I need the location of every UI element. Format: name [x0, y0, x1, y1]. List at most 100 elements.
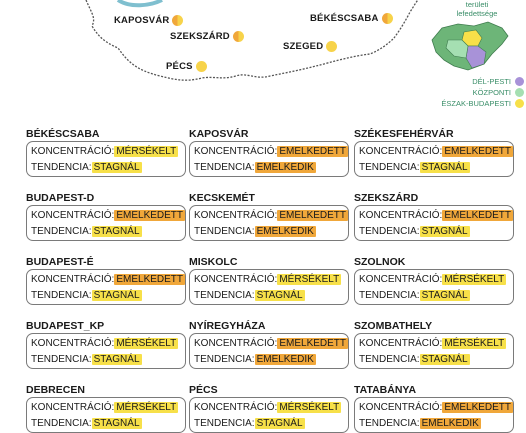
concentration-line: KONCENTRÁCIÓ: MÉRSÉKELT — [359, 272, 509, 288]
legend-item-del-pesti: DÉL-PESTI — [428, 76, 524, 87]
tendency-label: TENDENCIA: — [194, 162, 255, 173]
concentration-label: KONCENTRÁCIÓ: — [359, 210, 443, 221]
tendency-line: TENDENCIA: STAGNÁL — [359, 288, 509, 304]
concentration-label: KONCENTRÁCIÓ: — [194, 210, 278, 221]
half-orange-yellow-marker-icon — [381, 13, 393, 24]
concentration-line: KONCENTRÁCIÓ: EMELKEDETT — [31, 208, 186, 224]
tendency-line: TENDENCIA: STAGNÁL — [359, 352, 509, 368]
city-card-box: KONCENTRÁCIÓ: EMELKEDETT TENDENCIA: EMELKED… — [189, 333, 349, 369]
city-card: BUDAPEST-É KONCENTRÁCIÓ: EMELKEDETT TENDENC… — [26, 255, 186, 305]
concentration-label: KONCENTRÁCIÓ: — [359, 402, 443, 413]
tendency-value: EMELKEDIK — [254, 226, 316, 237]
city-card-box: KONCENTRÁCIÓ: MÉRSÉKELT TENDENCIA: STAGNÁL — [26, 397, 186, 433]
tendency-value: STAGNÁL — [419, 290, 470, 301]
tendency-line: TENDENCIA: STAGNÁL — [31, 160, 181, 176]
coverage-mini-map — [431, 21, 509, 71]
legend-title: területi lefedettsége — [456, 0, 498, 18]
city-card-box: KONCENTRÁCIÓ: MÉRSÉKELT TENDENCIA: STAGNÁL — [354, 269, 514, 305]
concentration-value: EMELKEDETT — [114, 210, 186, 221]
legend-list: DÉL-PESTI KÖZPONTI ÉSZAK-BUDAPESTI — [428, 76, 524, 109]
tendency-line: TENDENCIA: EMELKEDIK — [194, 224, 344, 240]
concentration-line: KONCENTRÁCIÓ: MÉRSÉKELT — [31, 144, 181, 160]
city-card-box: KONCENTRÁCIÓ: EMELKEDETT TENDENCIA: EMELKED… — [189, 205, 349, 241]
concentration-label: KONCENTRÁCIÓ: — [194, 402, 278, 413]
concentration-line: KONCENTRÁCIÓ: MÉRSÉKELT — [194, 400, 344, 416]
city-card-title: BÉKÉSCSABA — [26, 128, 100, 140]
concentration-value: EMELKEDETT — [277, 338, 349, 349]
hungary-map: KAPOSVÁR SZEKSZÁRD PÉCS BÉKÉSCSABA SZEGE… — [0, 0, 526, 118]
city-szeged: SZEGED — [283, 41, 338, 52]
tendency-value: STAGNÁL — [254, 418, 305, 429]
city-card-title: DEBRECEN — [26, 384, 85, 396]
tendency-value: STAGNÁL — [419, 226, 470, 237]
city-card-title: BUDAPEST_KP — [26, 320, 105, 332]
city-szekszard: SZEKSZÁRD — [170, 31, 244, 42]
city-card: SZÉKESFEHÉRVÁR KONCENTRÁCIÓ: EMELKEDETT TEN… — [354, 127, 514, 177]
tendency-value: EMELKEDIK — [254, 162, 316, 173]
tendency-label: TENDENCIA: — [31, 290, 92, 301]
city-card: DEBRECEN KONCENTRÁCIÓ: MÉRSÉKELT TENDENCIA:… — [26, 383, 186, 433]
concentration-line: KONCENTRÁCIÓ: MÉRSÉKELT — [31, 336, 181, 352]
tendency-line: TENDENCIA: STAGNÁL — [359, 160, 509, 176]
city-card-box: KONCENTRÁCIÓ: MÉRSÉKELT TENDENCIA: STAGNÁL — [189, 269, 349, 305]
concentration-label: KONCENTRÁCIÓ: — [359, 146, 443, 157]
tendency-line: TENDENCIA: EMELKEDIK — [194, 160, 344, 176]
tendency-value: STAGNÁL — [91, 162, 142, 173]
city-card-title: SZOLNOK — [354, 256, 406, 268]
legend-item-kozponti: KÖZPONTI — [428, 87, 524, 98]
purple-dot-icon — [515, 77, 524, 86]
tendency-value: STAGNÁL — [254, 290, 305, 301]
concentration-value: EMELKEDETT — [442, 402, 514, 413]
city-card-title: SZEKSZÁRD — [354, 192, 419, 204]
tendency-label: TENDENCIA: — [359, 162, 420, 173]
city-card: SZOMBATHELY KONCENTRÁCIÓ: MÉRSÉKELT TENDENC… — [354, 319, 514, 369]
city-card-box: KONCENTRÁCIÓ: EMELKEDETT TENDENCIA: STAGNÁL — [26, 269, 186, 305]
hungary-outline — [85, 0, 419, 81]
tendency-line: TENDENCIA: EMELKEDIK — [194, 352, 344, 368]
city-pecs: PÉCS — [166, 61, 207, 72]
half-orange-yellow-marker-icon — [232, 31, 244, 42]
tendency-line: TENDENCIA: STAGNÁL — [194, 288, 344, 304]
city-card: BUDAPEST_KP KONCENTRÁCIÓ: MÉRSÉKELT TENDENC… — [26, 319, 186, 369]
tendency-value: EMELKEDIK — [419, 418, 481, 429]
tendency-label: TENDENCIA: — [194, 290, 255, 301]
concentration-value: MÉRSÉKELT — [277, 402, 342, 413]
tendency-value: STAGNÁL — [419, 162, 470, 173]
city-card-title: SZÉKESFEHÉRVÁR — [354, 128, 454, 140]
tendency-label: TENDENCIA: — [359, 418, 420, 429]
tendency-value: STAGNÁL — [91, 418, 142, 429]
tendency-line: TENDENCIA: STAGNÁL — [359, 224, 509, 240]
tendency-label: TENDENCIA: — [359, 290, 420, 301]
tendency-label: TENDENCIA: — [194, 354, 255, 365]
yellow-marker-icon — [195, 61, 207, 72]
concentration-value: MÉRSÉKELT — [114, 402, 179, 413]
tendency-label: TENDENCIA: — [194, 226, 255, 237]
city-card-box: KONCENTRÁCIÓ: MÉRSÉKELT TENDENCIA: STAGNÁL — [26, 333, 186, 369]
concentration-label: KONCENTRÁCIÓ: — [194, 338, 278, 349]
legend-item-eszak-budapesti: ÉSZAK-BUDAPESTI — [428, 98, 524, 109]
tendency-line: TENDENCIA: STAGNÁL — [31, 416, 181, 432]
city-card-title: SZOMBATHELY — [354, 320, 433, 332]
city-card: TATABÁNYA KONCENTRÁCIÓ: EMELKEDETT TENDENCI… — [354, 383, 514, 433]
tendency-label: TENDENCIA: — [31, 354, 92, 365]
tendency-value: STAGNÁL — [91, 226, 142, 237]
concentration-value: MÉRSÉKELT — [442, 274, 507, 285]
half-orange-yellow-marker-icon — [172, 15, 184, 26]
city-card: MISKOLC KONCENTRÁCIÓ: MÉRSÉKELT TENDENCIA: S… — [189, 255, 349, 305]
concentration-label: KONCENTRÁCIÓ: — [31, 338, 115, 349]
city-card: PÉCS KONCENTRÁCIÓ: MÉRSÉKELT TENDENCIA: STAG… — [189, 383, 349, 433]
concentration-value: MÉRSÉKELT — [442, 338, 507, 349]
city-card-title: KAPOSVÁR — [189, 128, 249, 140]
tendency-label: TENDENCIA: — [359, 226, 420, 237]
city-bekescsaba: BÉKÉSCSABA — [310, 13, 393, 24]
tendency-value: EMELKEDIK — [254, 354, 316, 365]
city-card-box: KONCENTRÁCIÓ: MÉRSÉKELT TENDENCIA: STAGNÁL — [189, 397, 349, 433]
city-card-title: BUDAPEST-D — [26, 192, 95, 204]
concentration-value: EMELKEDETT — [277, 146, 349, 157]
city-card: NYÍREGYHÁZA KONCENTRÁCIÓ: EMELKEDETT TENDEN… — [189, 319, 349, 369]
city-card-title: NYÍREGYHÁZA — [189, 320, 266, 332]
concentration-value: EMELKEDETT — [442, 146, 514, 157]
tendency-label: TENDENCIA: — [31, 418, 92, 429]
tendency-line: TENDENCIA: STAGNÁL — [194, 416, 344, 432]
concentration-line: KONCENTRÁCIÓ: MÉRSÉKELT — [31, 400, 181, 416]
